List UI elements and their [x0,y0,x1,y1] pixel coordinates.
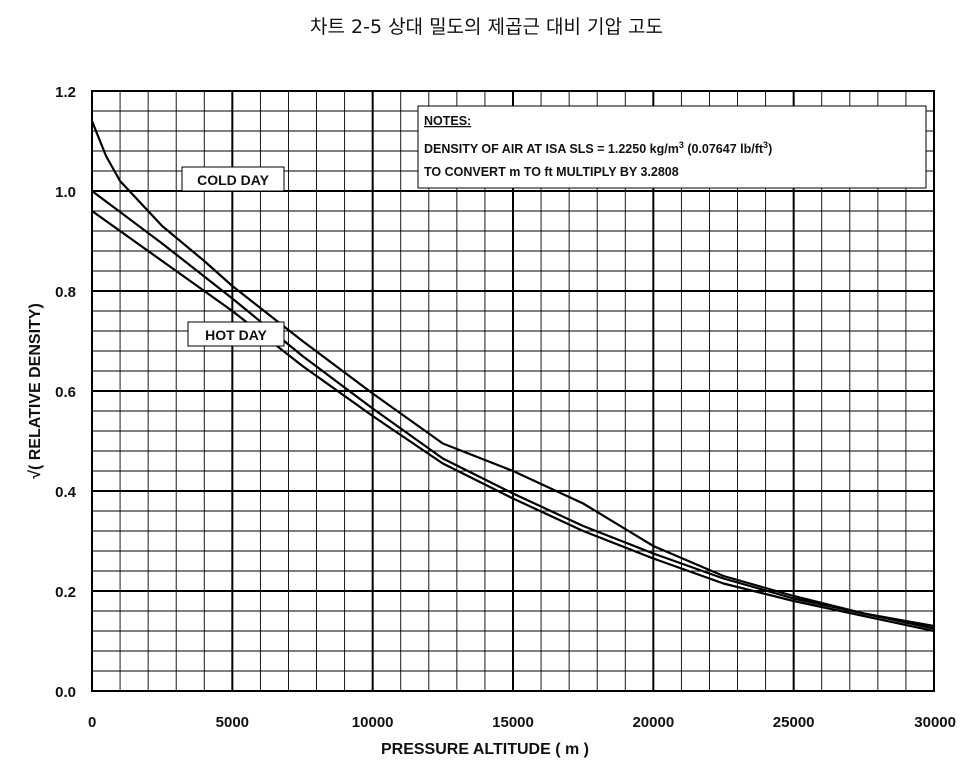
x-axis-label: PRESSURE ALTITUDE ( m ) [381,741,589,758]
x-tick-label: 15000 [492,714,534,731]
notes-line-2: TO CONVERT m TO ft MULTIPLY BY 3.2808 [424,165,679,179]
series-group [90,120,935,633]
cold-day-box [181,166,285,192]
x-tick-label: 0 [88,714,96,731]
hot-day-annotation: HOT DAY [187,321,285,347]
plot-frame [91,90,935,692]
y-tick-label: 0.6 [55,384,76,401]
y-tick-label: 0.8 [55,284,76,301]
notes-line-1: DENSITY OF AIR AT ISA SLS = 1.2250 kg/m3… [424,140,772,156]
notes-line-1-sup-1: 3 [679,140,684,150]
x-tick-label: 30000 [914,714,956,731]
hot-day-box [187,321,285,347]
cold-day-annotation: COLD DAY [181,166,285,192]
cold-day-label: COLD DAY [197,172,269,188]
y-tick-label: 0.4 [55,484,77,501]
y-tick-label: 1.2 [55,84,76,101]
x-tick-label: 25000 [773,714,815,731]
page-title: 차트 2-5 상대 밀도의 제곱근 대비 기압 고도 [310,16,663,38]
notes-box: NOTES: DENSITY OF AIR AT ISA SLS = 1.225… [417,105,927,189]
y-axis-label: √( RELATIVE DENSITY) [27,303,44,479]
tick-labels: 0 5000 10000 15000 20000 25000 30000 0.0 0.2 0.4 0… [55,84,956,731]
series-line-1 [91,190,935,628]
series-line-2 [91,210,935,633]
y-tick-label: 1.0 [55,184,76,201]
notes-line-1-sup-2: 3 [763,140,768,150]
y-tick-label: 0.0 [55,684,76,701]
x-tick-label: 10000 [352,714,394,731]
notes-heading: NOTES: [424,114,471,128]
x-tick-label: 5000 [216,714,249,731]
series-line-0 [90,120,935,630]
notes-frame [417,105,927,189]
notes-line-1-main: DENSITY OF AIR AT ISA SLS = 1.2250 kg/m [424,142,679,156]
x-tick-label: 20000 [632,714,674,731]
notes-line-1-mid: (0.07647 lb/ft [684,142,764,156]
notes-line-1-end: ) [768,142,772,156]
hot-day-label: HOT DAY [205,327,267,343]
y-tick-label: 0.2 [55,584,76,601]
